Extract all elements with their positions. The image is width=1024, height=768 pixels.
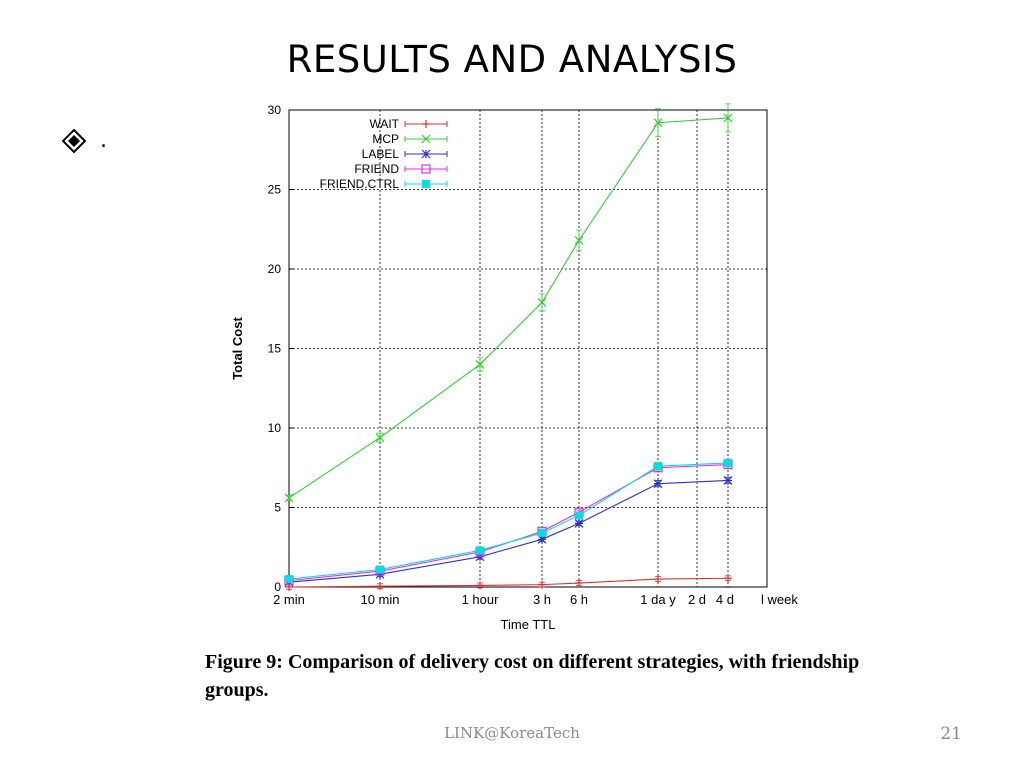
y-tick-label: 15 <box>268 342 282 356</box>
footer-text: LINK@KoreaTech <box>444 724 580 742</box>
data-point <box>537 534 547 544</box>
x-tick-label: 2 min <box>273 592 305 607</box>
legend-line-cap <box>404 151 448 157</box>
data-point <box>538 528 546 537</box>
legend-label: WAIT <box>369 117 399 131</box>
chart-svg: 0 5 10 15 20 25 30 2 min 10 min 1 hour 3 h 6 h 1 da … <box>230 103 798 632</box>
legend-marker <box>422 180 430 188</box>
x-tick-label: 1 da y <box>640 592 676 607</box>
legend-marker <box>422 120 430 128</box>
diamond-bullet-icon <box>62 128 86 153</box>
slide-title: RESULTS AND ANALYSIS <box>286 38 738 81</box>
data-point <box>575 511 583 520</box>
legend-marker <box>421 149 431 159</box>
data-point <box>375 433 385 442</box>
data-point <box>537 297 547 307</box>
legend-label: FRIEND <box>354 162 399 176</box>
legend-line-cap <box>404 136 448 142</box>
legend-line-cap <box>404 181 448 187</box>
legend-line-cap <box>404 121 448 127</box>
series-line-label <box>288 479 729 583</box>
y-tick-label: 5 <box>274 501 281 515</box>
data-point <box>476 546 484 555</box>
series-line-wait <box>288 577 729 588</box>
data-point <box>654 575 662 584</box>
data-point <box>723 476 733 485</box>
data-point <box>285 575 293 584</box>
legend-label: LABEL <box>362 147 400 161</box>
x-tick-label: 3 h <box>533 592 551 607</box>
series-line-friend-ctrl <box>288 462 729 580</box>
legend-line-cap <box>404 166 448 172</box>
data-point <box>538 580 546 589</box>
data-point <box>724 574 732 583</box>
series-line-friend <box>288 464 729 582</box>
data-point <box>375 569 385 579</box>
data-point <box>723 113 733 123</box>
y-axis-label: Total Cost <box>230 317 245 380</box>
data-point <box>654 462 662 471</box>
data-point <box>653 118 663 128</box>
figure-caption: Figure 9: Comparison of delivery cost on… <box>205 651 860 701</box>
data-point <box>724 458 732 467</box>
y-tick-label: 0 <box>274 580 281 594</box>
data-point <box>376 565 384 574</box>
data-point <box>574 518 584 528</box>
data-point <box>575 579 583 588</box>
data-point <box>475 552 485 562</box>
legend-label: FRIEND.CTRL <box>320 177 400 191</box>
data-point <box>284 493 294 503</box>
x-axis-label: Time TTL <box>501 617 556 632</box>
bullet-text: . <box>100 128 107 153</box>
y-tick-label: 30 <box>268 103 282 117</box>
y-tick-label: 10 <box>268 421 282 435</box>
data-point <box>653 479 663 489</box>
data-point <box>574 235 584 245</box>
page-number: 21 <box>940 724 962 744</box>
data-point <box>476 581 484 590</box>
legend-label: MCP <box>372 132 399 146</box>
y-tick-label: 25 <box>268 183 282 197</box>
legend-marker <box>421 134 431 144</box>
x-tick-label: 4 d <box>716 592 734 607</box>
y-tick-label: 20 <box>268 262 282 276</box>
x-tick-label: l week <box>761 592 798 607</box>
data-point <box>475 359 485 369</box>
bullet-item: . <box>62 128 107 153</box>
line-chart: 0 5 10 15 20 25 30 2 min 10 min 1 hour 3 h 6 h 1 da … <box>220 98 810 638</box>
x-tick-label: 6 h <box>570 592 588 607</box>
data-point <box>376 582 384 591</box>
x-tick-label: 10 min <box>360 592 399 607</box>
x-tick-label: 1 hour <box>462 592 500 607</box>
x-tick-label: 2 d <box>688 592 706 607</box>
legend-marker <box>421 164 431 174</box>
